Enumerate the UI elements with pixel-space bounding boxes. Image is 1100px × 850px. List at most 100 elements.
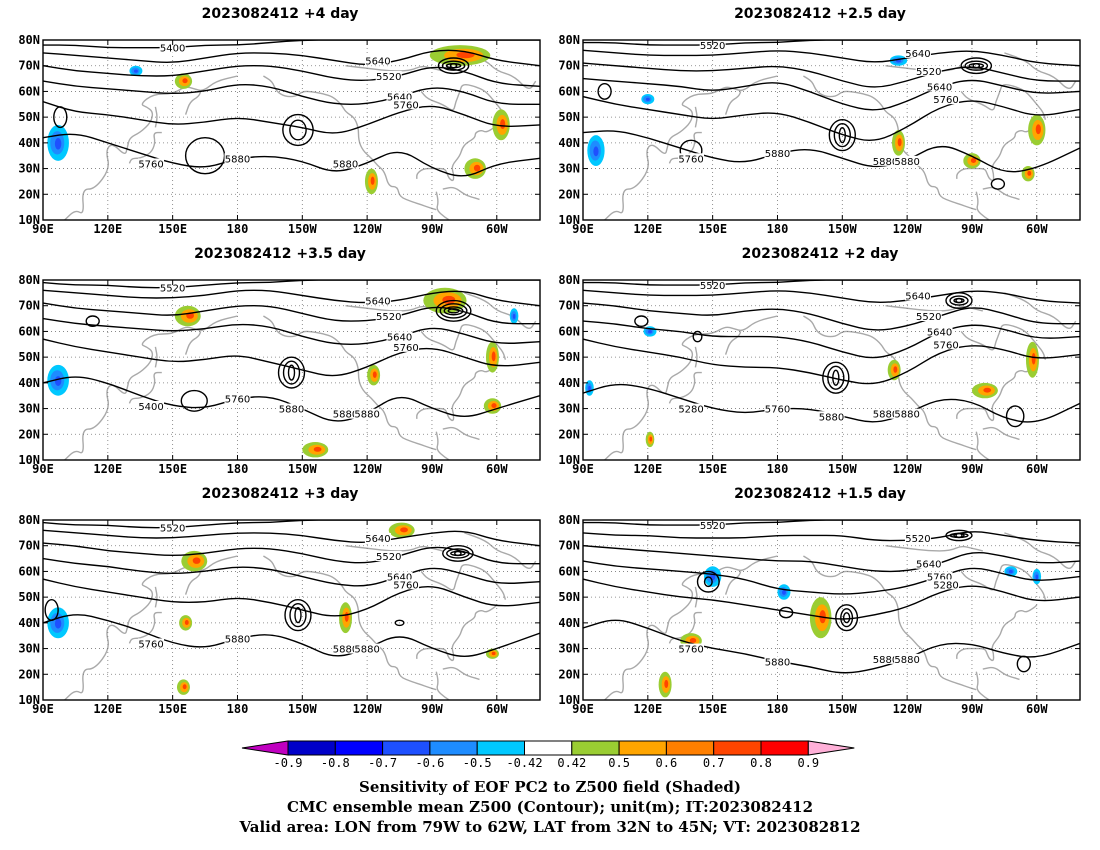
contour-label-bg [138,158,165,169]
z500-closed-contour [955,297,963,304]
lon-tick-label: 150E [158,222,187,236]
colorbar-swatch [382,740,431,756]
lon-tick-label: 90W [961,702,983,716]
lat-tick-label: 70N [18,299,40,313]
z500-contour [583,338,1080,385]
contour-label: 5520 [160,284,185,295]
contour-label-bg [904,290,931,301]
plot-frame [582,519,1081,701]
coastline [604,75,778,220]
lat-tick-label: 20N [18,427,40,441]
sensitivity-negative [588,385,591,391]
z500-contour [43,529,540,547]
z500-closed-contour [180,389,208,412]
coastline [416,364,498,422]
lon-tick-label: 90W [961,462,983,476]
contour-label: 5520 [700,41,725,52]
lon-tick-label: 120W [893,222,923,236]
contour-label-bg [933,579,960,590]
contour-label: 5880 [225,154,250,165]
lat-tick-label: 60N [558,564,580,578]
contour-label: 5400 [138,402,163,413]
plot-frame [42,279,541,461]
contour-label: 5520 [376,312,401,323]
z500-closed-contour [949,295,969,306]
contour-label-bg [904,47,931,58]
z500-contour [43,49,540,67]
lat-tick-label: 10N [18,213,40,227]
panel-title: 2023082412 +2 day [741,246,899,262]
sensitivity-negative [1035,574,1039,580]
contour-label-bg [894,155,921,166]
colorbar-swatch [571,740,620,756]
contour-label-bg [224,393,251,404]
sensitivity-positive [970,158,977,163]
z500-contour [43,40,540,49]
lat-tick-label: 10N [558,453,580,467]
contour-label: 5760 [393,343,418,354]
coastline [263,75,437,211]
z500-contour [583,320,1080,359]
contour-label-bg [354,643,381,654]
z500-closed-contour [294,607,302,624]
lat-tick-label: 60N [558,324,580,338]
contour-label: 5640 [365,534,390,545]
coastline [724,571,742,595]
colorbar-swatch [476,740,526,756]
coastline [982,666,1020,681]
z500-closed-contour [437,57,470,75]
contour-label-bg [926,571,953,582]
z500-closed-contour [443,306,464,316]
coastline [442,186,480,201]
lon-tick-label: 150E [698,702,727,716]
map-panel-6: 2023082412 +1.5 day 5520 5520 5640 5760 5280… [550,485,1090,725]
lon-tick-label: 120E [93,462,122,476]
lat-tick-label: 20N [18,187,40,201]
coastline [64,555,238,700]
sensitivity-negative [54,376,62,386]
colorbar-min-arrow [241,740,289,756]
z500-contour [43,289,540,307]
coastline [885,545,983,552]
sensitivity-positive [1035,124,1041,135]
contour-label-bg [904,533,931,543]
lat-tick-label: 50N [18,350,40,364]
sensitivity-negative [54,137,62,150]
lat-tick-label: 20N [558,187,580,201]
z500-contour [43,317,540,346]
contour-label-bg [699,520,726,531]
z500-closed-contour [284,599,312,632]
z500-closed-contour [447,308,460,314]
contour-label: 5640 [387,573,412,584]
contour-label-bg [375,311,402,321]
z500-closed-contour [1016,655,1031,673]
contour-label-bg [926,326,953,337]
sensitivity-positive [893,366,898,373]
z500-closed-contour [838,127,847,144]
coastline [956,124,1038,182]
z500-closed-contour [692,330,703,343]
colorbar-tick-label: 0.8 [750,756,772,770]
lat-tick-label: 80N [18,33,40,47]
z500-closed-contour [960,57,993,75]
contour-label: 5640 [905,291,930,302]
contour-label-bg [159,522,186,533]
contour-label: 5280 [933,580,958,591]
contour-label: 5760 [927,573,952,584]
contour-label-bg [364,295,391,306]
z500-closed-contour [1005,405,1025,428]
plot-background [43,40,540,220]
z500-closed-contour [446,548,470,559]
lon-tick-label: 60W [486,462,508,476]
lon-tick-label: 120E [633,462,662,476]
contour-label-bg [386,571,413,582]
sensitivity-positive [370,176,375,185]
z500-closed-contour [945,292,973,309]
sensitivity-positive [400,527,408,533]
lat-tick-label: 50N [558,590,580,604]
lon-tick-label: 180 [227,462,249,476]
lat-tick-label: 50N [558,350,580,364]
sensitivity-negative [782,589,786,595]
